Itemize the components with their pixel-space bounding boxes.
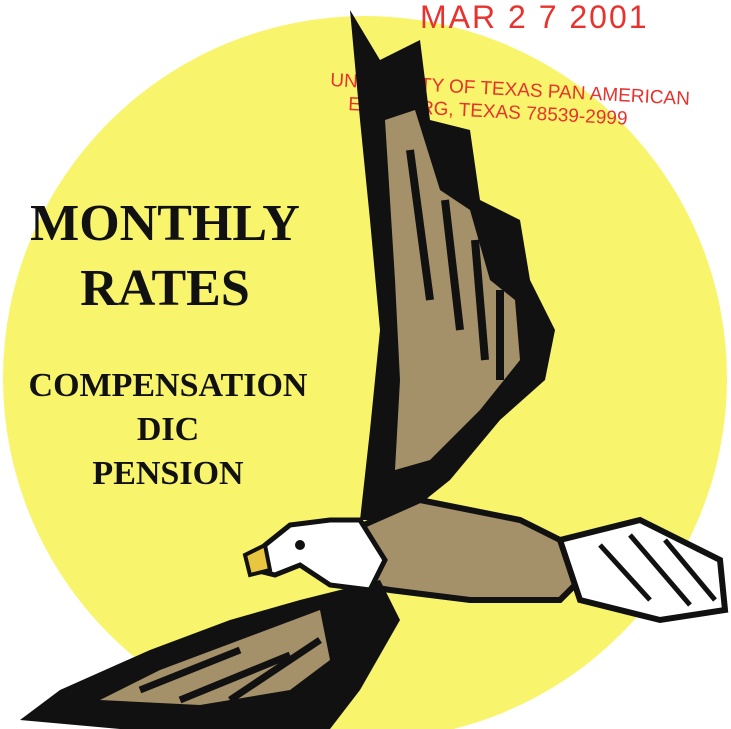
cover: MAR 2 7 2001 UNIVERSITY OF TEXAS PAN AME… <box>0 0 731 729</box>
title-line: MONTHLY <box>30 195 300 252</box>
subtitle-line: PENSION <box>92 455 244 492</box>
stamp-date: MAR 2 7 2001 <box>420 0 649 35</box>
page: MAR 2 7 2001 UNIVERSITY OF TEXAS PAN AME… <box>0 0 731 729</box>
subtitle-line: COMPENSATION <box>29 367 308 404</box>
subtitle-line: DIC <box>137 411 199 448</box>
title-line: RATES <box>80 260 250 317</box>
